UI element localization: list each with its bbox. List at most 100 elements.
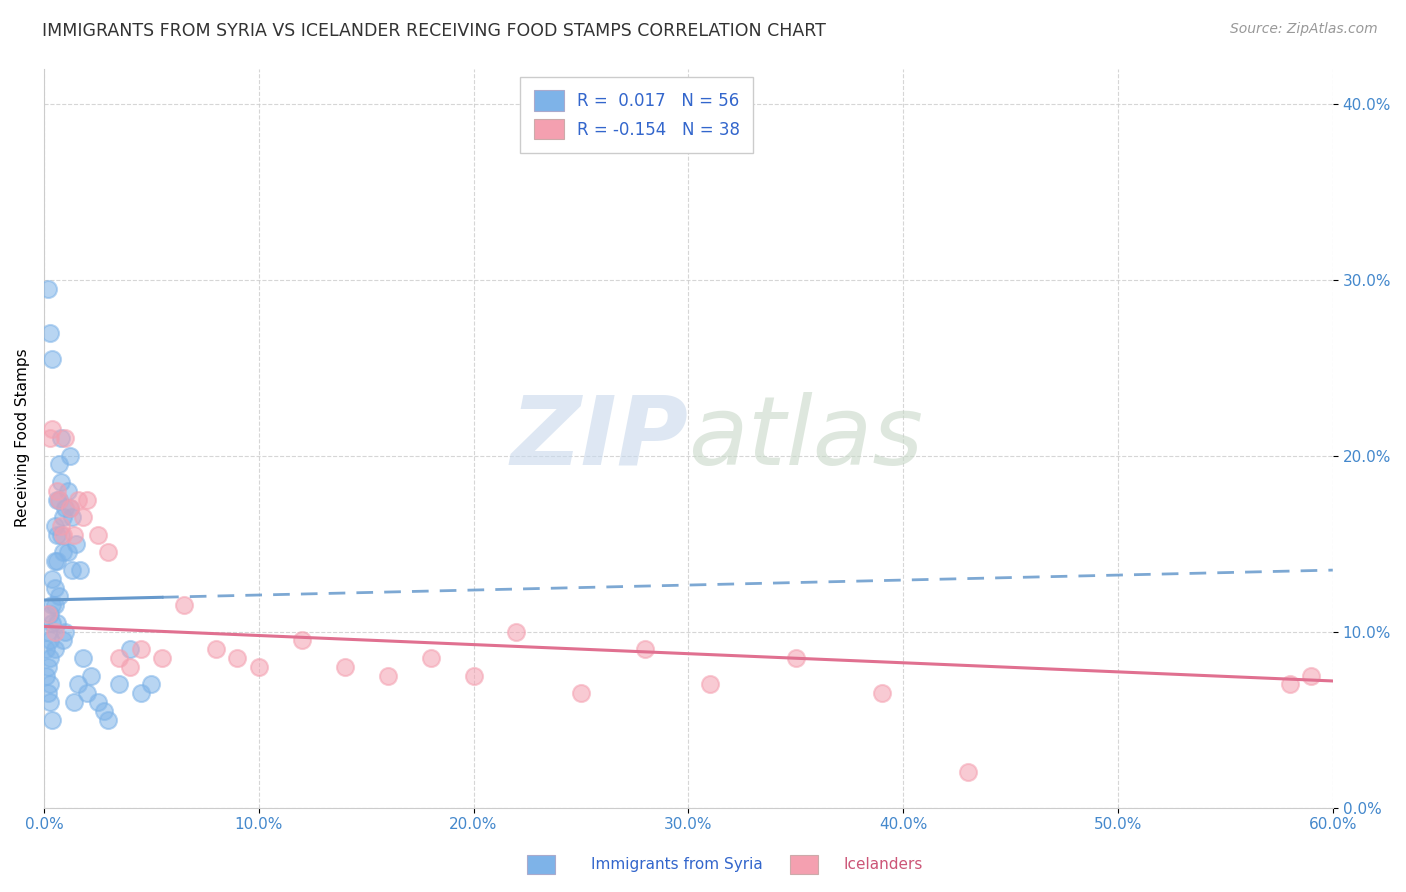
- Point: [41, 713, 63, 727]
- Point: [52, 528, 75, 542]
- Point: [67, 492, 90, 507]
- Point: [129, 686, 152, 700]
- Legend: R =  0.017   N = 56, R = -0.154   N = 38: R = 0.017 N = 56, R = -0.154 N = 38: [520, 77, 754, 153]
- Point: [108, 677, 131, 691]
- Point: [48, 492, 70, 507]
- Point: [129, 642, 152, 657]
- Point: [37, 686, 59, 700]
- Point: [956, 765, 979, 780]
- Point: [41, 615, 63, 630]
- Point: [505, 624, 527, 639]
- Point: [41, 599, 63, 613]
- Point: [41, 422, 63, 436]
- Point: [45, 492, 67, 507]
- Point: [86, 528, 108, 542]
- Point: [377, 668, 399, 682]
- Text: IMMIGRANTS FROM SYRIA VS ICELANDER RECEIVING FOOD STAMPS CORRELATION CHART: IMMIGRANTS FROM SYRIA VS ICELANDER RECEI…: [42, 22, 827, 40]
- Point: [56, 545, 79, 559]
- Point: [785, 651, 807, 665]
- Point: [37, 281, 59, 295]
- Point: [59, 449, 82, 463]
- Point: [52, 545, 75, 559]
- Point: [44, 554, 66, 568]
- Point: [48, 590, 70, 604]
- Point: [39, 651, 62, 665]
- Point: [569, 686, 592, 700]
- Point: [53, 624, 76, 639]
- Point: [63, 528, 86, 542]
- Point: [41, 351, 63, 366]
- Point: [72, 651, 94, 665]
- Point: [118, 660, 141, 674]
- Point: [45, 554, 67, 568]
- Y-axis label: Receiving Food Stamps: Receiving Food Stamps: [15, 349, 30, 527]
- Text: atlas: atlas: [689, 392, 924, 484]
- Point: [45, 483, 67, 498]
- Point: [72, 510, 94, 524]
- Point: [69, 563, 91, 577]
- Point: [118, 642, 141, 657]
- Point: [63, 695, 86, 709]
- Point: [59, 501, 82, 516]
- Text: Icelanders: Icelanders: [844, 857, 922, 872]
- Point: [67, 677, 90, 691]
- Point: [97, 713, 120, 727]
- Point: [48, 492, 70, 507]
- Point: [49, 519, 72, 533]
- Point: [204, 642, 226, 657]
- Point: [39, 677, 62, 691]
- Point: [37, 607, 59, 621]
- Point: [1301, 668, 1323, 682]
- Text: Source: ZipAtlas.com: Source: ZipAtlas.com: [1230, 22, 1378, 37]
- Point: [60, 563, 83, 577]
- Point: [53, 501, 76, 516]
- Point: [59, 501, 82, 516]
- Point: [37, 660, 59, 674]
- Point: [39, 326, 62, 340]
- Point: [634, 642, 657, 657]
- Point: [45, 615, 67, 630]
- Point: [39, 607, 62, 621]
- Point: [41, 572, 63, 586]
- Point: [173, 599, 195, 613]
- Point: [39, 431, 62, 445]
- Point: [39, 633, 62, 648]
- Point: [52, 510, 75, 524]
- Point: [53, 431, 76, 445]
- Point: [44, 519, 66, 533]
- Point: [35, 642, 58, 657]
- Point: [699, 677, 721, 691]
- Point: [37, 624, 59, 639]
- Text: Immigrants from Syria: Immigrants from Syria: [591, 857, 762, 872]
- Point: [48, 458, 70, 472]
- Point: [49, 475, 72, 489]
- Point: [44, 642, 66, 657]
- Point: [39, 695, 62, 709]
- Point: [35, 668, 58, 682]
- Point: [93, 704, 115, 718]
- Point: [1278, 677, 1301, 691]
- Point: [226, 651, 249, 665]
- Point: [45, 528, 67, 542]
- Point: [49, 431, 72, 445]
- Point: [76, 492, 98, 507]
- Point: [86, 695, 108, 709]
- Point: [52, 633, 75, 648]
- Point: [291, 633, 314, 648]
- Point: [56, 483, 79, 498]
- Point: [44, 599, 66, 613]
- Point: [108, 651, 131, 665]
- Point: [80, 668, 103, 682]
- Point: [60, 510, 83, 524]
- Point: [463, 668, 485, 682]
- Text: ZIP: ZIP: [510, 392, 689, 484]
- Point: [44, 624, 66, 639]
- Point: [247, 660, 270, 674]
- Point: [65, 537, 87, 551]
- Point: [44, 581, 66, 595]
- Point: [333, 660, 356, 674]
- Point: [141, 677, 163, 691]
- Point: [76, 686, 98, 700]
- Point: [97, 545, 120, 559]
- Point: [870, 686, 893, 700]
